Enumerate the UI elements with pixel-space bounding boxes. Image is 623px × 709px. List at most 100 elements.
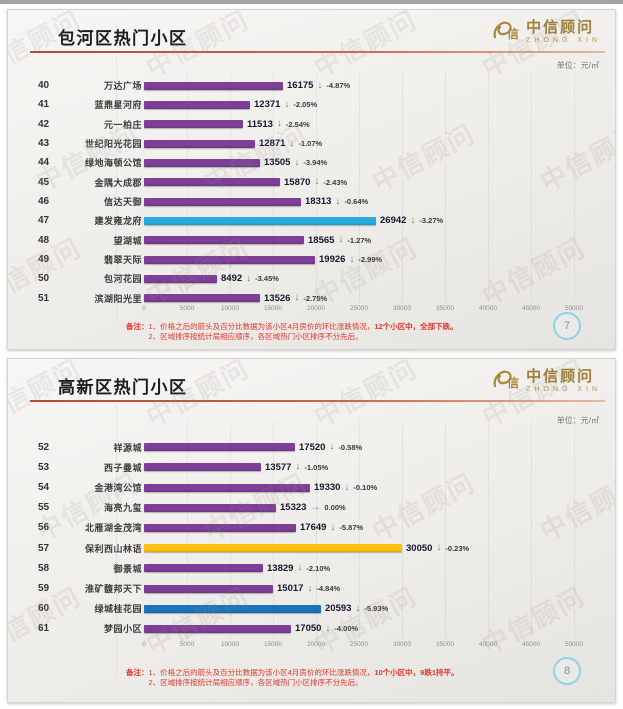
price-value: 13526 <box>264 292 291 304</box>
note-line-2: 2、区域排序按统计局相应顺序，各区域热门小区排序不分先后。 <box>148 331 363 341</box>
page-number-badge: 8 <box>553 657 581 685</box>
logo-glyph-icon: 信 <box>491 17 521 48</box>
brand-logo: 信 中信顾问 ZHONG XIN <box>491 366 601 397</box>
price-bar <box>144 139 255 148</box>
chart-rows: 52 祥源城 17520 ↓ -0.58% 53 西子曼城 13577 ↓ -1.05% 54 金港湾… <box>8 437 611 639</box>
trend-down-icon: ↓ <box>436 542 442 554</box>
community-name: 万达广场 <box>103 81 142 92</box>
price-value: 15870 <box>284 176 311 188</box>
price-value: 19330 <box>314 482 341 493</box>
rank-label: 44 <box>38 157 50 169</box>
rank-label: 55 <box>38 502 50 514</box>
price-value: 17050 <box>295 623 322 635</box>
change-percent: -3.27% <box>419 216 444 226</box>
price-bar <box>144 584 273 593</box>
community-name: 御景城 <box>113 563 142 574</box>
bar-zone: 8492 ↓ -3.45% <box>144 273 611 284</box>
trend-down-icon: ↓ <box>329 441 335 453</box>
price-value: 19926 <box>319 254 346 266</box>
svg-text:信: 信 <box>507 375 519 390</box>
price-bar <box>144 236 304 245</box>
community-name: 梦园小区 <box>103 624 142 635</box>
price-bar <box>144 100 250 109</box>
gridline <box>445 72 446 302</box>
brand-logo: 信 中信顾问 ZHONG XIN <box>491 17 601 48</box>
logo-glyph-icon: 信 <box>491 366 521 397</box>
rank-label: 45 <box>38 176 50 188</box>
change-percent: -2.75% <box>303 293 328 303</box>
price-bar <box>144 624 291 633</box>
price-value: 13829 <box>267 562 294 574</box>
trend-down-icon: ↓ <box>330 521 336 533</box>
vertical-guide-line <box>116 56 117 323</box>
bar-zone: 20593 ↓ -5.93% <box>144 603 611 614</box>
gridline <box>574 421 575 639</box>
rank-label: 47 <box>38 215 50 227</box>
rank-label: 53 <box>38 461 50 473</box>
x-tick-label: 30000 <box>392 641 412 648</box>
change-percent: -5.93% <box>364 604 389 614</box>
x-tick-label: 45000 <box>521 305 541 312</box>
gridline <box>230 72 231 302</box>
bar-zone: 17050 ↓ -4.00% <box>144 623 611 634</box>
price-bar <box>144 604 321 613</box>
gridline <box>402 72 403 302</box>
bar-zone: 13577 ↓ -1.05% <box>144 462 611 473</box>
community-name: 翡翠天际 <box>103 255 142 266</box>
x-tick-label: 5000 <box>179 641 195 648</box>
notes: 备注： 1、价格之后的箭头及百分比数据为该小区4月房价的环比涨跌情况，12个小区… <box>126 322 458 341</box>
change-percent: -0.23% <box>445 543 470 553</box>
logo-text: 中信顾问 ZHONG XIN <box>526 20 601 44</box>
rank-label: 58 <box>38 562 50 574</box>
price-value: 18565 <box>308 234 335 246</box>
rank-label: 46 <box>38 196 50 208</box>
svg-text:信: 信 <box>507 26 519 41</box>
price-value: 26942 <box>380 215 407 227</box>
brand-subname: ZHONG XIN <box>526 37 601 45</box>
page-title: 包河区热门小区 <box>58 29 188 48</box>
note-lines: 1、价格之后的箭头及百分比数据为该小区4月房价的环比涨跌情况，10个小区中，9跌… <box>149 668 459 687</box>
bar-zone: 12871 ↓ -1.07% <box>144 138 611 149</box>
price-value: 20593 <box>325 603 352 615</box>
community-name: 望湖城 <box>113 235 142 246</box>
chart-row: 59 淮矿馥邦天下 15017 ↓ -4.84% <box>8 578 611 598</box>
unit-label: 单位：元/㎡ <box>556 61 599 70</box>
x-tick-label: 0 <box>142 641 146 648</box>
price-value: 8492 <box>221 273 243 285</box>
bar-zone: 15323 → 0.00% <box>144 502 611 513</box>
change-percent: 0.00% <box>324 503 346 513</box>
chart-row: 53 西子曼城 13577 ↓ -1.05% <box>8 457 611 477</box>
x-tick-label: 30000 <box>392 305 412 312</box>
rank-label: 61 <box>38 623 50 635</box>
gridline <box>574 72 575 302</box>
bar-zone: 19330 ↓ -0.10% <box>144 482 611 493</box>
community-name: 北雁湖金茂湾 <box>84 523 142 534</box>
change-percent: -1.27% <box>347 235 372 245</box>
rank-label: 43 <box>38 138 50 150</box>
chart-row: 54 金港湾公馆 19330 ↓ -0.10% <box>8 477 611 497</box>
trend-down-icon: ↓ <box>317 79 323 91</box>
trend-down-icon: ↓ <box>284 98 290 110</box>
rank-label: 42 <box>38 118 50 130</box>
chart-row: 50 包河花园 8492 ↓ -3.45% <box>8 269 611 288</box>
trend-down-icon: ↓ <box>294 156 300 168</box>
x-tick-label: 25000 <box>349 641 369 648</box>
price-bar <box>144 294 260 303</box>
title-underline <box>30 51 605 53</box>
price-value: 15323 <box>280 502 307 514</box>
x-tick-label: 40000 <box>478 641 498 648</box>
price-bar <box>144 523 296 532</box>
chart-row: 58 御景城 13829 ↓ -2.10% <box>8 558 611 578</box>
price-bar <box>144 483 310 492</box>
trend-down-icon: ↓ <box>307 582 313 594</box>
trend-down-icon: ↓ <box>338 234 344 246</box>
community-name: 淮矿馥邦天下 <box>84 584 142 595</box>
rank-label: 41 <box>38 99 50 111</box>
note-line-1: 1、价格之后的箭头及百分比数据为该小区4月房价的环比涨跌情况，10个小区中，9跌… <box>148 668 459 677</box>
trend-down-icon: ↓ <box>289 137 295 149</box>
gridline <box>316 421 317 639</box>
community-name: 保利西山林语 <box>84 543 142 554</box>
x-tick-label: 10000 <box>220 305 240 312</box>
x-tick-label: 45000 <box>521 641 541 648</box>
logo-text: 中信顾问 ZHONG XIN <box>526 369 601 393</box>
